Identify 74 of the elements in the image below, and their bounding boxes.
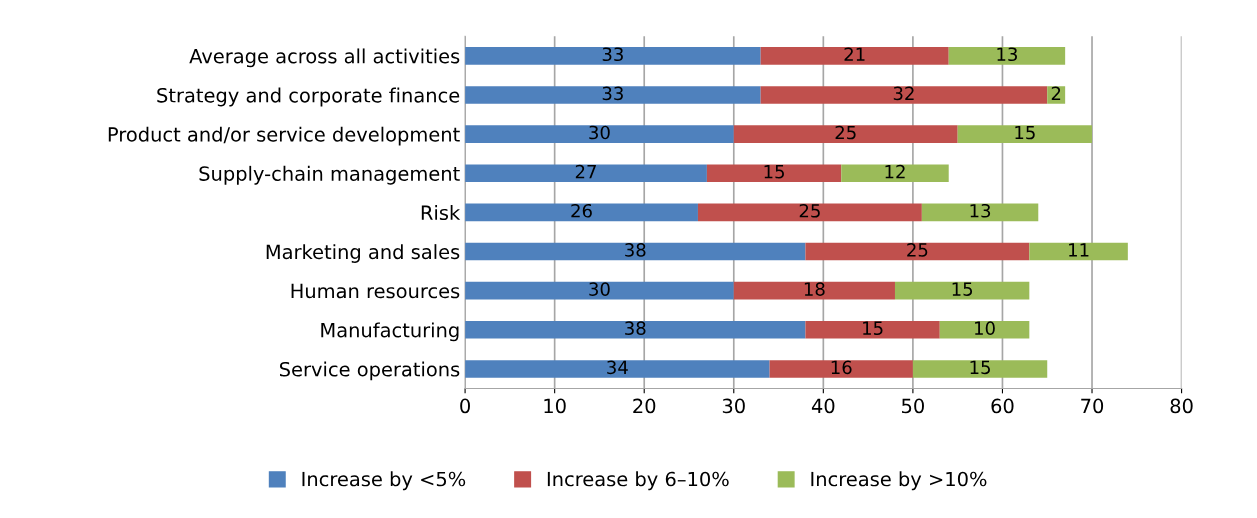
data-label: 15 <box>970 360 990 375</box>
bar <box>912 360 1048 378</box>
data-label: 30 <box>589 282 610 296</box>
bar <box>697 203 922 222</box>
bar <box>894 281 1030 300</box>
x-tick-label: 20 <box>633 398 656 414</box>
bar <box>465 320 806 339</box>
y-tick-label: Marketing and sales <box>266 244 460 263</box>
x-tick-label: 80 <box>1170 398 1193 414</box>
data-label: 26 <box>571 203 592 218</box>
bar <box>465 203 698 222</box>
y-tick-label: Product and/or service development <box>108 126 460 146</box>
data-label: 38 <box>625 321 646 336</box>
data-label: 25 <box>907 243 928 257</box>
bar <box>957 125 1093 143</box>
y-tick-label: Manufacturing <box>321 322 459 342</box>
y-tick-label: Risk <box>421 204 461 221</box>
bar <box>769 360 913 378</box>
data-label: 30 <box>589 125 610 140</box>
x-tick-label: 10 <box>544 398 566 414</box>
data-label: 15 <box>952 282 973 296</box>
data-label: 21 <box>844 47 865 61</box>
bar <box>733 125 958 143</box>
legend-label: Increase by 6–10% <box>547 471 729 491</box>
data-label: 33 <box>602 47 623 62</box>
x-tick-label: 40 <box>811 398 835 414</box>
data-label: 34 <box>607 360 628 375</box>
y-tick-label: Supply-chain management <box>199 165 460 185</box>
data-label: 32 <box>893 86 914 101</box>
data-label: 15 <box>764 165 784 179</box>
bar <box>706 164 842 183</box>
bar <box>948 47 1066 65</box>
data-label: 18 <box>804 282 825 296</box>
bar <box>939 320 1030 339</box>
bar <box>733 281 895 300</box>
x-tick-label: 70 <box>1081 398 1104 414</box>
bar <box>760 47 949 65</box>
y-tick-label: Average across all activities <box>189 48 460 68</box>
data-label: 33 <box>602 86 623 101</box>
bar <box>465 164 707 183</box>
bar <box>760 86 1048 104</box>
data-label: 16 <box>831 360 852 375</box>
x-tick-label: 30 <box>722 398 745 414</box>
data-label: 27 <box>575 164 596 179</box>
data-label: 2 <box>1051 86 1061 100</box>
bar <box>465 281 734 300</box>
y-tick-label: Service operations <box>279 361 460 381</box>
data-label: 25 <box>799 203 820 218</box>
bar <box>805 242 1030 261</box>
bar <box>1029 242 1128 261</box>
data-label: 25 <box>835 125 856 140</box>
y-tick-label: Strategy and corporate finance <box>157 87 460 107</box>
data-label: 13 <box>970 203 991 218</box>
bar <box>805 320 940 339</box>
bar <box>841 164 949 183</box>
data-label: 15 <box>863 321 883 336</box>
data-label: 12 <box>885 164 905 179</box>
bar <box>465 242 806 261</box>
data-label: 10 <box>975 321 995 336</box>
x-tick-label: 50 <box>902 398 924 414</box>
data-label: 13 <box>997 47 1017 62</box>
x-tick-label: 0 <box>460 398 470 414</box>
legend-label: Increase by <5% <box>302 471 466 491</box>
bar <box>921 203 1039 222</box>
bar <box>465 86 761 104</box>
bar <box>465 360 770 378</box>
data-label: 38 <box>625 243 646 257</box>
data-label: 11 <box>1069 243 1089 257</box>
legend-label: Increase by >10% <box>811 471 987 491</box>
data-label: 15 <box>1015 125 1035 140</box>
y-tick-label: Human resources <box>291 283 460 299</box>
bar <box>465 47 761 65</box>
x-tick-label: 60 <box>991 398 1014 414</box>
bar <box>465 125 734 143</box>
